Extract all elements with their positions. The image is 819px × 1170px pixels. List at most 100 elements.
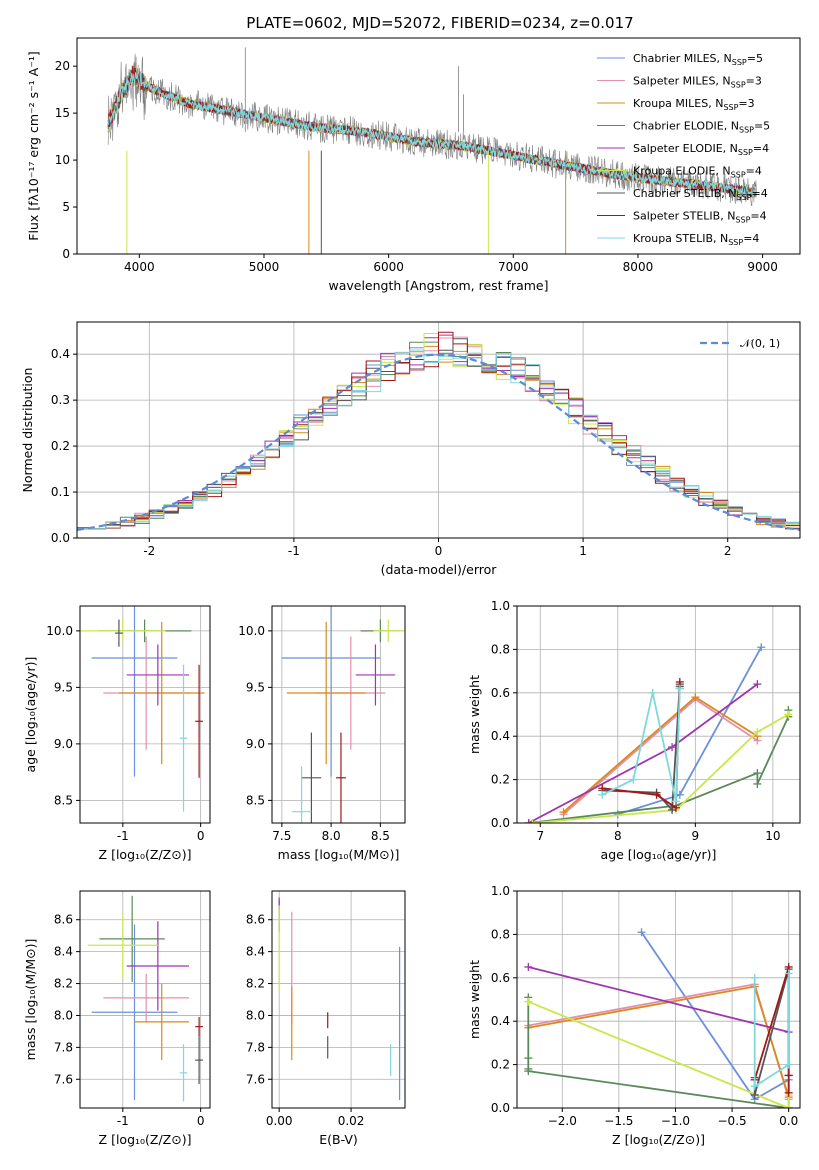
- errorbar-point: [336, 732, 346, 823]
- mass-weight-marker: [524, 962, 533, 971]
- mass-weight-marker: [753, 727, 762, 736]
- mass-weight-marker: [524, 819, 533, 823]
- weight-vs-Z-xtick-label: −1.0: [661, 1114, 690, 1128]
- weight-vs-Z-ytick-label: 0.6: [491, 971, 510, 985]
- residuals-xtick-label: -2: [143, 544, 155, 558]
- residuals-xtick-label: 0: [435, 544, 443, 558]
- spectrum-xtick-label: 7000: [498, 260, 529, 274]
- spectrum-plot-area: [107, 47, 757, 254]
- mass-weight-marker: [784, 1104, 793, 1108]
- mass-weight-marker: [691, 693, 700, 702]
- weight-vs-age-ytick-label: 0.8: [491, 642, 510, 656]
- weight-vs-Z-ytick-label: 0.0: [491, 1101, 510, 1115]
- age-vs-Z-ytick-label: 8.5: [54, 793, 73, 807]
- errorbar-point: [355, 644, 396, 706]
- mass-vs-Z-xlabel: Z [log₁₀(Z/Z⊙)]: [99, 1132, 192, 1147]
- errorbar-point: [373, 619, 404, 643]
- errorbar-point: [195, 1017, 203, 1037]
- age-vs-mass-ticks: 7.5 8.0 8.5 8.5 9.0 9.5 10.0: [238, 624, 390, 843]
- mass-weight-line: [528, 683, 758, 823]
- mass-vs-Z-ytick-label: 8.0: [54, 1008, 73, 1022]
- legend-entry: Chabrier MILES, NSSP=5: [633, 52, 763, 67]
- errorbar-point: [126, 921, 189, 1011]
- weight-vs-Z-ytick-label: 0.2: [491, 1058, 510, 1072]
- mass-weight-marker: [524, 997, 533, 1006]
- mass-weight-line: [527, 1000, 790, 1108]
- model-spectrum-line: [107, 72, 757, 198]
- spectrum-xtick-label: 8000: [623, 260, 654, 274]
- residuals-ytick-label: 0.4: [51, 347, 70, 361]
- mass-weight-line: [601, 688, 681, 802]
- age-vs-mass-xtick-label: 7.5: [272, 829, 291, 843]
- mass-vs-EBV-ytick-label: 8.0: [246, 1008, 265, 1022]
- mass-vs-EBV-xtick-label: 0.00: [266, 1114, 293, 1128]
- residuals-xtick-label: 1: [579, 544, 587, 558]
- weight-vs-age-xlabel: age [log₁₀(age/yr)]: [601, 847, 717, 862]
- age-vs-mass-ytick-label: 8.5: [246, 793, 265, 807]
- spectrum-ytick-label: 5: [62, 200, 70, 214]
- spectrum-xlabel: wavelength [Angstrom, rest frame]: [328, 278, 548, 293]
- mass-vs-EBV-panel: 0.00 0.02 7.6 7.8 8.0 8.2 8.4 8.6 E(B-V): [246, 890, 406, 1147]
- weight-vs-Z-ytick-label: 0.8: [491, 927, 510, 941]
- mass-vs-Z-ticks: -1 0 7.6 7.8 8.0 8.2 8.4 8.6: [54, 913, 205, 1128]
- age-vs-mass-plot-area: [281, 606, 404, 823]
- mass-vs-Z-ytick-label: 8.2: [54, 977, 73, 991]
- age-vs-Z-panel: -1 0 8.5 9.0 9.5 10.0 Z [log₁₀(Z/Z⊙)] age [log₁…: [23, 605, 211, 862]
- spectrum-ylabel: Flux [fλ10⁻¹⁷ erg cm⁻² s⁻¹ A⁻¹]: [26, 51, 41, 240]
- residuals-xtick-label: 2: [724, 544, 732, 558]
- weight-vs-age-ytick-label: 0.6: [491, 686, 510, 700]
- age-vs-mass-panel: 7.5 8.0 8.5 8.5 9.0 9.5 10.0 mass [log₁₀(M/M⊙)]: [238, 605, 406, 862]
- spectrum-panel: Chabrier MILES, NSSP=5 Salpeter MILES, NS…: [26, 37, 801, 293]
- mass-vs-EBV-ytick-label: 7.6: [246, 1072, 265, 1086]
- mass-weight-line: [528, 983, 790, 1100]
- spectrum-xtick-label: 6000: [373, 260, 404, 274]
- residual-histogram: [77, 349, 800, 530]
- legend-entry: Kroupa STELIB, NSSP=4: [633, 232, 759, 247]
- errorbar-point: [115, 619, 123, 647]
- figure-title: PLATE=0602, MJD=52072, FIBERID=0234, z=0…: [246, 14, 633, 32]
- weight-vs-Z-xtick-label: −2.0: [548, 1114, 577, 1128]
- spectrum-legend: Chabrier MILES, NSSP=5 Salpeter MILES, NS…: [597, 52, 770, 247]
- weight-vs-Z-xlabel: Z [log₁₀(Z/Z⊙)]: [612, 1132, 705, 1147]
- residuals-ytick-label: 0.1: [51, 485, 70, 499]
- age-vs-mass-xlabel: mass [log₁₀(M/M⊙)]: [278, 847, 400, 862]
- residuals-xlabel: (data-model)/error: [381, 562, 498, 577]
- age-vs-Z-plot-area: [80, 606, 205, 812]
- weight-vs-age-plot-area: [524, 643, 793, 823]
- weight-vs-Z-ytick-label: 0.4: [491, 1014, 510, 1028]
- mass-weight-marker: [753, 769, 762, 778]
- mass-weight-marker: [753, 680, 762, 689]
- weight-vs-Z-frame: [516, 890, 801, 1109]
- mass-weight-marker: [648, 688, 657, 697]
- spectrum-xtick-label: 5000: [249, 260, 280, 274]
- age-vs-mass-xtick-label: 8.0: [322, 829, 341, 843]
- errorbar-point: [87, 913, 158, 978]
- age-vs-mass-ytick-label: 9.5: [246, 680, 265, 694]
- mass-weight-marker: [637, 928, 646, 937]
- weight-vs-age-frame: [516, 605, 801, 824]
- errorbar-point: [179, 664, 188, 812]
- weight-vs-Z-panel: −2.0 −1.5 −1.0 −0.5 0.0 0.0 0.2 0.4 0.6 0.8 1.0 Z […: [467, 884, 801, 1147]
- mass-weight-line: [528, 985, 790, 1098]
- weight-vs-age-ytick-label: 0.0: [491, 816, 510, 830]
- spectrum-ytick-label: 15: [55, 106, 70, 120]
- weight-vs-age-xtick-label: 7: [536, 829, 544, 843]
- mass-vs-EBV-plot-area: [278, 897, 401, 1101]
- mass-vs-EBV-ytick-label: 7.8: [246, 1040, 265, 1054]
- mass-vs-Z-xtick-label: -1: [117, 1114, 129, 1128]
- residuals-ytick-label: 0.0: [51, 531, 70, 545]
- weight-vs-Z-ylabel: mass weight: [467, 960, 482, 1039]
- errorbar-point: [291, 766, 312, 823]
- spectrum-ytick-label: 10: [55, 153, 70, 167]
- residuals-xtick-label: -1: [288, 544, 300, 558]
- mass-weight-line: [528, 966, 789, 1033]
- mass-vs-Z-ytick-label: 7.8: [54, 1040, 73, 1054]
- errorbar-point: [286, 621, 366, 765]
- age-vs-Z-ytick-label: 9.5: [54, 680, 73, 694]
- mass-weight-marker: [784, 1071, 793, 1080]
- weight-vs-age-xtick-label: 10: [765, 829, 780, 843]
- weight-vs-age-ticks: 7 8 9 10 0.0 0.2 0.4 0.6 0.8 1.0: [491, 599, 781, 843]
- mass-weight-marker: [671, 797, 680, 806]
- weight-vs-age-ytick-label: 0.2: [491, 773, 510, 787]
